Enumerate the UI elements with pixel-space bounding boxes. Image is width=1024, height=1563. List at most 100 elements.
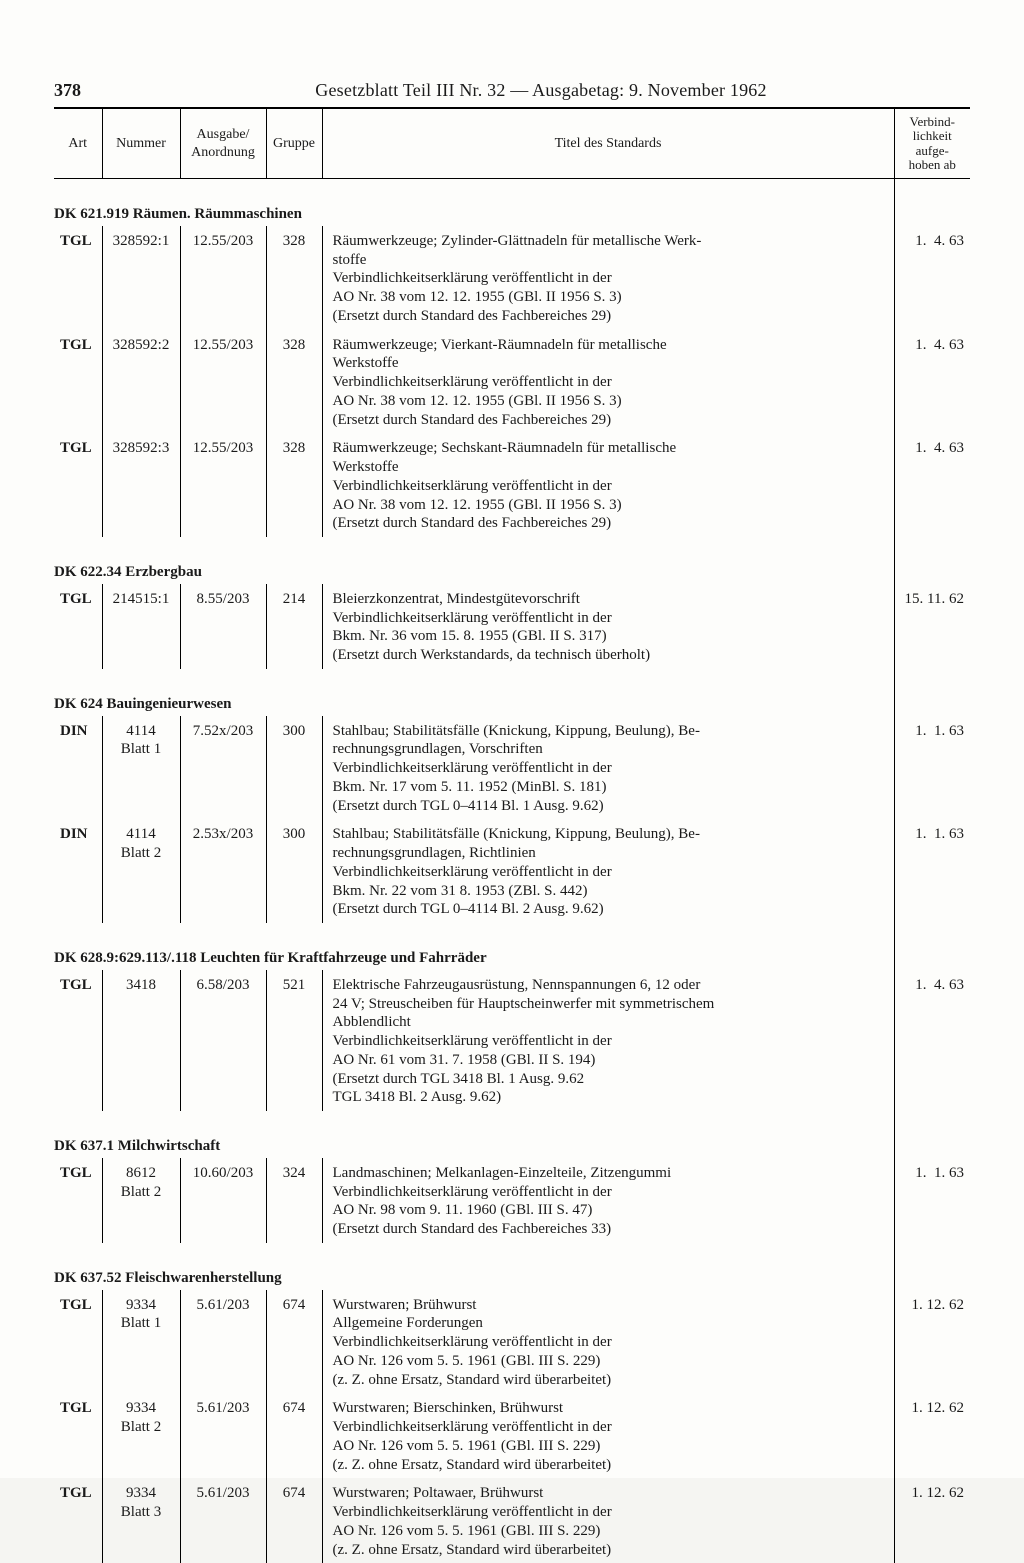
table-row: TGL214515:18.55/203214Bleierzkonzentrat,… bbox=[54, 584, 970, 669]
cell-titel: Stahlbau; Stabilitätsfälle (Knickung, Ki… bbox=[322, 819, 894, 923]
cell-nummer: 4114 Blatt 2 bbox=[102, 819, 180, 923]
cell-date: 1. 1. 63 bbox=[894, 1158, 970, 1243]
cell-ausgabe: 8.55/203 bbox=[180, 584, 266, 669]
table-row: TGL9334 Blatt 15.61/203674Wurstwaren; Br… bbox=[54, 1290, 970, 1394]
cell-nummer: 328592:3 bbox=[102, 433, 180, 537]
section-heading-row: DK 637.52 Fleischwarenherstellung bbox=[54, 1243, 970, 1290]
cell-titel: Wurstwaren; Brühwurst Allgemeine Forderu… bbox=[322, 1290, 894, 1394]
col-date: Verbind- lichkeit aufge- hoben ab bbox=[894, 109, 970, 179]
cell-date: 15. 11. 62 bbox=[894, 584, 970, 669]
section-heading-row: DK 637.1 Milchwirtschaft bbox=[54, 1111, 970, 1158]
cell-date: 1. 4. 63 bbox=[894, 433, 970, 537]
cell-titel: Räumwerkzeuge; Zylinder-Glättnadeln für … bbox=[322, 226, 894, 330]
cell-nummer: 8612 Blatt 2 bbox=[102, 1158, 180, 1243]
col-nummer: Nummer bbox=[102, 109, 180, 179]
cell-ausgabe: 12.55/203 bbox=[180, 433, 266, 537]
cell-gruppe: 521 bbox=[266, 970, 322, 1111]
section-heading-row: DK 621.919 Räumen. Räummaschinen bbox=[54, 179, 970, 226]
cell-date: 1. 4. 63 bbox=[894, 330, 970, 434]
page-number: 378 bbox=[54, 80, 112, 101]
section-heading-date-blank bbox=[894, 1111, 970, 1158]
cell-titel: Bleierzkonzentrat, Mindestgütevorschrift… bbox=[322, 584, 894, 669]
col-gruppe: Gruppe bbox=[266, 109, 322, 179]
table-row: TGL328592:112.55/203328Räumwerkzeuge; Zy… bbox=[54, 226, 970, 330]
table-row: TGL8612 Blatt 210.60/203324Landmaschinen… bbox=[54, 1158, 970, 1243]
section-heading: DK 622.34 Erzbergbau bbox=[54, 537, 894, 584]
header-title: Gesetzblatt Teil III Nr. 32 — Ausgabetag… bbox=[112, 80, 970, 101]
section-heading: DK 637.52 Fleischwarenherstellung bbox=[54, 1243, 894, 1290]
cell-nummer: 214515:1 bbox=[102, 584, 180, 669]
cell-gruppe: 674 bbox=[266, 1478, 322, 1563]
cell-titel: Räumwerkzeuge; Vierkant-Räumnadeln für m… bbox=[322, 330, 894, 434]
cell-gruppe: 674 bbox=[266, 1290, 322, 1394]
col-titel: Titel des Standards bbox=[322, 109, 894, 179]
cell-titel: Räumwerkzeuge; Sechskant-Räumnadeln für … bbox=[322, 433, 894, 537]
table-body: DK 621.919 Räumen. RäummaschinenTGL32859… bbox=[54, 179, 970, 1563]
standards-table: Art Nummer Ausgabe/ Anordnung Gruppe Tit… bbox=[54, 109, 970, 1563]
cell-ausgabe: 12.55/203 bbox=[180, 226, 266, 330]
page: 378 Gesetzblatt Teil III Nr. 32 — Ausgab… bbox=[0, 0, 1024, 1478]
cell-date: 1. 12. 62 bbox=[894, 1478, 970, 1563]
cell-titel: Stahlbau; Stabilitätsfälle (Knickung, Ki… bbox=[322, 716, 894, 820]
cell-gruppe: 300 bbox=[266, 819, 322, 923]
section-heading-date-blank bbox=[894, 1243, 970, 1290]
table-row: TGL9334 Blatt 35.61/203674Wurstwaren; Po… bbox=[54, 1478, 970, 1563]
cell-nummer: 4114 Blatt 1 bbox=[102, 716, 180, 820]
cell-art: TGL bbox=[54, 433, 102, 537]
cell-art: TGL bbox=[54, 1290, 102, 1394]
cell-ausgabe: 10.60/203 bbox=[180, 1158, 266, 1243]
cell-art: TGL bbox=[54, 1158, 102, 1243]
cell-date: 1. 12. 62 bbox=[894, 1290, 970, 1394]
table-row: DIN4114 Blatt 17.52x/203300Stahlbau; Sta… bbox=[54, 716, 970, 820]
cell-titel: Landmaschinen; Melkanlagen-Einzelteile, … bbox=[322, 1158, 894, 1243]
cell-art: TGL bbox=[54, 1478, 102, 1563]
table-row: TGL328592:212.55/203328Räumwerkzeuge; Vi… bbox=[54, 330, 970, 434]
cell-nummer: 328592:1 bbox=[102, 226, 180, 330]
cell-ausgabe: 6.58/203 bbox=[180, 970, 266, 1111]
cell-gruppe: 300 bbox=[266, 716, 322, 820]
cell-date: 1. 4. 63 bbox=[894, 226, 970, 330]
cell-art: TGL bbox=[54, 1393, 102, 1478]
table-row: TGL328592:312.55/203328Räumwerkzeuge; Se… bbox=[54, 433, 970, 537]
cell-date: 1. 1. 63 bbox=[894, 716, 970, 820]
cell-ausgabe: 5.61/203 bbox=[180, 1478, 266, 1563]
cell-date: 1. 12. 62 bbox=[894, 1393, 970, 1478]
section-heading-date-blank bbox=[894, 923, 970, 970]
cell-titel: Elektrische Fahrzeugausrüstung, Nennspan… bbox=[322, 970, 894, 1111]
section-heading: DK 637.1 Milchwirtschaft bbox=[54, 1111, 894, 1158]
section-heading: DK 624 Bauingenieurwesen bbox=[54, 669, 894, 716]
cell-art: TGL bbox=[54, 330, 102, 434]
table-row: TGL9334 Blatt 25.61/203674Wurstwaren; Bi… bbox=[54, 1393, 970, 1478]
section-heading-row: DK 622.34 Erzbergbau bbox=[54, 537, 970, 584]
cell-titel: Wurstwaren; Bierschinken, Brühwurst Verb… bbox=[322, 1393, 894, 1478]
cell-nummer: 9334 Blatt 3 bbox=[102, 1478, 180, 1563]
col-art: Art bbox=[54, 109, 102, 179]
section-heading-row: DK 628.9:629.113/.118 Leuchten für Kraft… bbox=[54, 923, 970, 970]
table-row: DIN4114 Blatt 22.53x/203300Stahlbau; Sta… bbox=[54, 819, 970, 923]
cell-nummer: 9334 Blatt 2 bbox=[102, 1393, 180, 1478]
cell-date: 1. 4. 63 bbox=[894, 970, 970, 1111]
section-heading-date-blank bbox=[894, 669, 970, 716]
cell-date: 1. 1. 63 bbox=[894, 819, 970, 923]
cell-nummer: 9334 Blatt 1 bbox=[102, 1290, 180, 1394]
cell-art: TGL bbox=[54, 970, 102, 1111]
cell-nummer: 328592:2 bbox=[102, 330, 180, 434]
cell-ausgabe: 7.52x/203 bbox=[180, 716, 266, 820]
section-heading-date-blank bbox=[894, 179, 970, 226]
cell-gruppe: 328 bbox=[266, 226, 322, 330]
cell-art: DIN bbox=[54, 819, 102, 923]
page-header: 378 Gesetzblatt Teil III Nr. 32 — Ausgab… bbox=[54, 80, 970, 109]
cell-gruppe: 328 bbox=[266, 433, 322, 537]
cell-gruppe: 328 bbox=[266, 330, 322, 434]
cell-titel: Wurstwaren; Poltawaer, Brühwurst Verbind… bbox=[322, 1478, 894, 1563]
cell-art: DIN bbox=[54, 716, 102, 820]
cell-gruppe: 324 bbox=[266, 1158, 322, 1243]
section-heading: DK 621.919 Räumen. Räummaschinen bbox=[54, 179, 894, 226]
table-row: TGL34186.58/203521Elektrische Fahrzeugau… bbox=[54, 970, 970, 1111]
cell-art: TGL bbox=[54, 584, 102, 669]
section-heading-date-blank bbox=[894, 537, 970, 584]
cell-ausgabe: 5.61/203 bbox=[180, 1290, 266, 1394]
cell-gruppe: 214 bbox=[266, 584, 322, 669]
section-heading-row: DK 624 Bauingenieurwesen bbox=[54, 669, 970, 716]
cell-gruppe: 674 bbox=[266, 1393, 322, 1478]
